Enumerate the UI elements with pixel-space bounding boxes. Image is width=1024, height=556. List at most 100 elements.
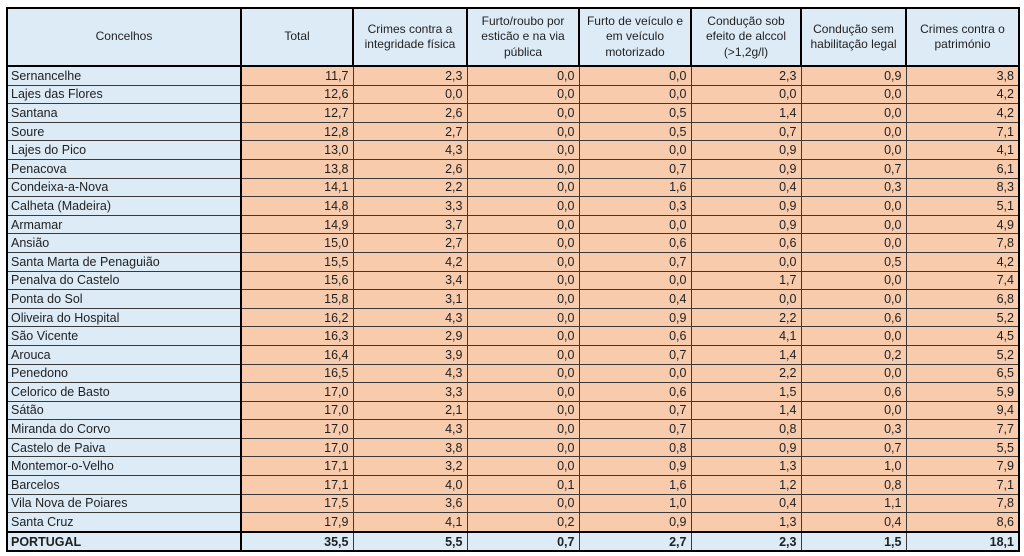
cell-value[interactable]: 15,8 (240, 289, 354, 309)
cell-value[interactable]: 6,1 (905, 158, 1020, 179)
cell-value[interactable]: 0,0 (800, 84, 907, 105)
cell-value[interactable]: 16,3 (240, 326, 354, 346)
cell-value[interactable]: 5,5 (352, 530, 468, 553)
cell-value[interactable]: 1,4 (690, 400, 802, 421)
column-header-1[interactable]: Total (240, 7, 354, 67)
cell-value[interactable]: 2,6 (352, 158, 468, 179)
cell-value[interactable]: 0,0 (466, 344, 580, 365)
cell-value[interactable]: 0,0 (578, 214, 692, 235)
cell-concelho[interactable]: Sernancelhe (6, 65, 242, 86)
cell-value[interactable]: 5,9 (905, 382, 1020, 402)
cell-value[interactable]: 0,8 (578, 437, 692, 458)
cell-concelho[interactable]: Penedono (6, 363, 242, 384)
cell-value[interactable]: 0,0 (578, 270, 692, 291)
cell-value[interactable]: 0,5 (578, 121, 692, 142)
cell-value[interactable]: 5,2 (905, 307, 1020, 328)
cell-value[interactable]: 0,0 (466, 363, 580, 384)
cell-concelho[interactable]: Soure (6, 121, 242, 142)
cell-value[interactable]: 0,0 (466, 140, 580, 160)
cell-value[interactable]: 0,9 (690, 214, 802, 235)
cell-value[interactable]: 0,0 (466, 326, 580, 346)
cell-concelho[interactable]: Ansião (6, 233, 242, 253)
cell-value[interactable]: 8,6 (905, 512, 1020, 533)
cell-value[interactable]: 1,5 (690, 382, 802, 402)
cell-concelho[interactable]: Oliveira do Hospital (6, 307, 242, 328)
cell-value[interactable]: 4,2 (905, 84, 1020, 105)
cell-value[interactable]: 4,2 (905, 103, 1020, 123)
cell-value[interactable]: 5,1 (905, 196, 1020, 216)
cell-value[interactable]: 0,7 (578, 419, 692, 439)
cell-value[interactable]: 0,7 (466, 530, 580, 553)
cell-value[interactable]: 16,4 (240, 344, 354, 365)
cell-value[interactable]: 15,6 (240, 270, 354, 291)
cell-value[interactable]: 3,7 (352, 214, 468, 235)
cell-value[interactable]: 0,1 (466, 475, 580, 495)
cell-value[interactable]: 2,7 (352, 121, 468, 142)
cell-value[interactable]: 0,3 (578, 196, 692, 216)
cell-value[interactable]: 12,8 (240, 121, 354, 142)
column-header-2[interactable]: Crimes contra a integridade física (352, 7, 468, 67)
cell-concelho[interactable]: Santana (6, 103, 242, 123)
cell-value[interactable]: 5,2 (905, 344, 1020, 365)
cell-value[interactable]: 3,9 (352, 344, 468, 365)
cell-value[interactable]: 4,3 (352, 140, 468, 160)
cell-value[interactable]: 1,7 (690, 270, 802, 291)
cell-concelho[interactable]: Castelo de Paiva (6, 437, 242, 458)
cell-value[interactable]: 4,0 (352, 475, 468, 495)
cell-value[interactable]: 2,2 (690, 363, 802, 384)
cell-value[interactable]: 7,1 (905, 121, 1020, 142)
cell-value[interactable]: 4,3 (352, 363, 468, 384)
cell-value[interactable]: 0,3 (800, 177, 907, 198)
cell-value[interactable]: 0,0 (578, 65, 692, 86)
cell-value[interactable]: 17,0 (240, 419, 354, 439)
cell-value[interactable]: 1,3 (690, 456, 802, 477)
cell-value[interactable]: 4,5 (905, 326, 1020, 346)
cell-value[interactable]: 17,0 (240, 400, 354, 421)
cell-value[interactable]: 0,0 (466, 493, 580, 514)
cell-value[interactable]: 1,1 (800, 493, 907, 514)
cell-value[interactable]: 3,8 (905, 65, 1020, 86)
cell-value[interactable]: 6,8 (905, 289, 1020, 309)
cell-value[interactable]: 0,3 (800, 419, 907, 439)
cell-value[interactable]: 0,0 (578, 140, 692, 160)
cell-value[interactable]: 0,0 (800, 214, 907, 235)
cell-value[interactable]: 0,0 (690, 289, 802, 309)
cell-value[interactable]: 0,0 (690, 84, 802, 105)
cell-value[interactable]: 4,1 (905, 140, 1020, 160)
cell-value[interactable]: 17,0 (240, 382, 354, 402)
cell-value[interactable]: 0,0 (800, 140, 907, 160)
cell-concelho[interactable]: São Vicente (6, 326, 242, 346)
cell-value[interactable]: 3,4 (352, 270, 468, 291)
cell-concelho[interactable]: Santa Cruz (6, 512, 242, 533)
cell-concelho[interactable]: Calheta (Madeira) (6, 196, 242, 216)
cell-value[interactable]: 4,1 (352, 512, 468, 533)
column-header-5[interactable]: Condução sob efeito de alccol (>1,2g/l) (690, 7, 802, 67)
column-header-6[interactable]: Condução sem habilitação legal (800, 7, 907, 67)
cell-value[interactable]: 0,0 (466, 251, 580, 272)
cell-concelho[interactable]: Barcelos (6, 475, 242, 495)
cell-value[interactable]: 0,7 (578, 158, 692, 179)
cell-value[interactable]: 13,0 (240, 140, 354, 160)
cell-value[interactable]: 0,7 (578, 251, 692, 272)
cell-value[interactable]: 0,6 (690, 233, 802, 253)
cell-value[interactable]: 4,3 (352, 307, 468, 328)
cell-value[interactable]: 0,0 (466, 400, 580, 421)
cell-value[interactable]: 2,3 (690, 65, 802, 86)
cell-value[interactable]: 0,6 (578, 233, 692, 253)
cell-value[interactable]: 1,5 (800, 530, 907, 553)
cell-value[interactable]: 9,4 (905, 400, 1020, 421)
cell-value[interactable]: 0,0 (690, 251, 802, 272)
cell-value[interactable]: 0,4 (690, 177, 802, 198)
column-header-4[interactable]: Furto de veículo e em veículo motorizado (578, 7, 692, 67)
cell-value[interactable]: 0,0 (800, 103, 907, 123)
cell-concelho[interactable]: Miranda do Corvo (6, 419, 242, 439)
cell-value[interactable]: 7,9 (905, 456, 1020, 477)
cell-concelho[interactable]: Arouca (6, 344, 242, 365)
cell-value[interactable]: 0,0 (466, 84, 580, 105)
cell-value[interactable]: 3,6 (352, 493, 468, 514)
cell-value[interactable]: 7,8 (905, 493, 1020, 514)
cell-value[interactable]: 0,0 (466, 233, 580, 253)
cell-value[interactable]: 0,8 (800, 475, 907, 495)
cell-value[interactable]: 2,2 (690, 307, 802, 328)
cell-value[interactable]: 0,0 (466, 103, 580, 123)
